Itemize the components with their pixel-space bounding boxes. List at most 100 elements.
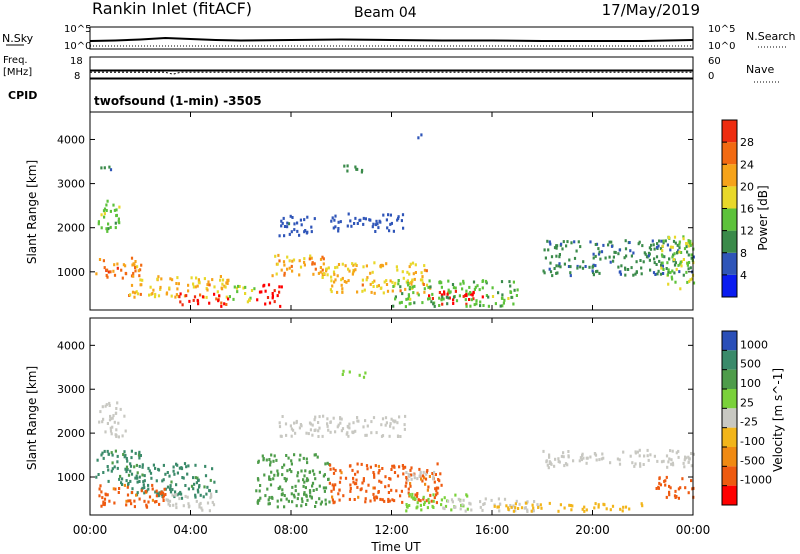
velocity-cell xyxy=(326,417,329,421)
power-cell xyxy=(319,257,323,261)
power-cell xyxy=(130,283,134,287)
power-cell xyxy=(391,289,394,293)
velocity-cell xyxy=(497,497,500,501)
power-cell xyxy=(175,282,178,285)
power-cell xyxy=(672,258,675,261)
power-cell xyxy=(392,304,395,308)
power-cell xyxy=(103,215,106,219)
power-cell xyxy=(183,294,187,298)
velocity-colorbar-segment xyxy=(722,427,737,447)
power-cell xyxy=(291,259,294,263)
power-cell xyxy=(196,298,199,302)
power-cell xyxy=(109,168,113,172)
power-cell xyxy=(569,265,572,269)
velocity-cell xyxy=(303,480,306,484)
velocity-cell xyxy=(141,465,144,469)
velocity-cell xyxy=(349,483,352,487)
velocity-cell xyxy=(690,464,693,468)
velocity-cell xyxy=(177,492,181,496)
velocity-cell xyxy=(285,477,288,481)
power-cell xyxy=(106,268,109,272)
velocity-cell xyxy=(213,480,216,484)
power-cell xyxy=(276,294,279,298)
velocity-cell xyxy=(288,468,291,472)
velocity-cell xyxy=(257,478,260,482)
velocity-cell xyxy=(182,476,185,480)
power-cell xyxy=(264,289,267,293)
velocity-cell xyxy=(133,505,136,509)
velocity-panel-frame xyxy=(89,317,694,516)
power-cell xyxy=(406,270,409,274)
velocity-cell xyxy=(347,434,350,438)
power-cell xyxy=(197,278,200,282)
velocity-cell xyxy=(413,476,416,480)
velocity-cell xyxy=(585,461,588,465)
power-cell xyxy=(652,271,656,275)
velocity-cell xyxy=(664,483,667,487)
velocity-cell xyxy=(384,416,388,420)
velocity-cell xyxy=(300,504,303,508)
power-cell xyxy=(215,297,218,301)
power-cell xyxy=(187,289,190,293)
power-cell xyxy=(125,272,128,276)
velocity-cell xyxy=(416,501,419,505)
power-cell xyxy=(220,286,223,290)
velocity-cell xyxy=(313,453,316,457)
velocity-cell xyxy=(134,451,137,455)
power-cell xyxy=(661,249,664,253)
power-cell xyxy=(217,299,220,303)
velocity-cell xyxy=(297,492,300,496)
power-cell xyxy=(256,298,259,302)
velocity-cell xyxy=(286,469,289,473)
velocity-cell xyxy=(347,425,350,429)
velocity-cell xyxy=(142,480,145,484)
power-cell xyxy=(627,268,630,271)
velocity-cell xyxy=(143,499,146,503)
velocity-cell xyxy=(324,498,327,502)
velocity-cell xyxy=(691,487,694,491)
velocity-cell xyxy=(111,453,114,457)
power-cell xyxy=(409,297,412,301)
velocity-cell xyxy=(162,495,165,499)
velocity-cell xyxy=(110,432,113,436)
velocity-cell xyxy=(425,499,428,503)
power-cell xyxy=(440,298,443,302)
velocity-cell xyxy=(646,454,649,458)
velocity-cell xyxy=(356,462,359,466)
velocity-cell xyxy=(188,504,191,508)
power-cell xyxy=(112,269,115,273)
y-tick-label: 3000 xyxy=(57,178,85,191)
velocity-cell xyxy=(405,477,408,481)
velocity-cell xyxy=(383,499,386,503)
power-cell xyxy=(501,296,504,300)
velocity-cell xyxy=(148,495,152,499)
velocity-cell xyxy=(657,485,660,489)
power-cell xyxy=(640,266,643,270)
velocity-cell xyxy=(425,470,428,474)
velocity-cell xyxy=(581,507,584,511)
velocity-cell xyxy=(109,426,112,430)
power-cell xyxy=(481,286,484,290)
power-cell xyxy=(658,259,661,263)
power-cell xyxy=(551,274,554,278)
velocity-cell xyxy=(642,463,645,466)
velocity-cell xyxy=(176,463,179,467)
power-cell xyxy=(296,229,299,233)
power-cell xyxy=(154,292,157,296)
power-cell xyxy=(363,288,366,292)
date-label: 17/May/2019 xyxy=(602,1,700,19)
velocity-cell xyxy=(332,501,335,505)
power-cell xyxy=(300,223,303,227)
velocity-cell xyxy=(466,507,469,511)
velocity-cell xyxy=(554,457,557,461)
velocity-cell xyxy=(571,504,574,508)
power-cell xyxy=(407,293,410,297)
velocity-cell xyxy=(597,505,600,509)
velocity-cell xyxy=(329,463,332,467)
power-cell xyxy=(546,239,549,243)
velocity-cell xyxy=(326,424,329,428)
power-cell xyxy=(319,266,322,269)
velocity-cell xyxy=(293,453,296,457)
power-cell xyxy=(359,218,362,222)
velocity-cell xyxy=(432,475,435,479)
